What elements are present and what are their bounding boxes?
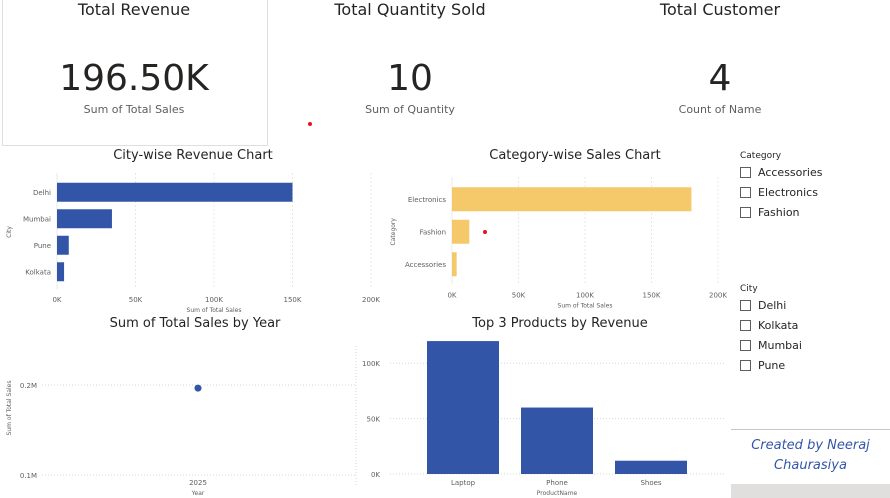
x-tick-label: 100K [205, 296, 223, 304]
checkbox[interactable] [740, 207, 751, 218]
y-tick-label: Delhi [33, 189, 51, 197]
checkbox[interactable] [740, 187, 751, 198]
y-axis-label: Sum of Total Sales [6, 381, 13, 436]
checkbox[interactable] [740, 167, 751, 178]
category-option-accessories[interactable]: Accessories [740, 166, 822, 179]
credit-line-1: Created by Neeraj [751, 438, 870, 453]
x-tick-label: 0K [447, 292, 456, 300]
y-tick-label: Mumbai [23, 215, 51, 223]
y-tick-label: Kolkata [25, 268, 51, 276]
bottom-strip [731, 484, 890, 498]
x-tick-label: 200K [362, 296, 380, 304]
red-dot-marker [483, 230, 487, 234]
x-axis-label: Year [191, 490, 205, 497]
bar-accessories [452, 252, 457, 277]
category-slicer-title: Category [740, 151, 782, 161]
x-tick-label: 150K [643, 292, 661, 300]
credit-divider [731, 429, 890, 430]
top-products-chart[interactable]: 100K 50K 0K Laptop Phone Shoes ProductName [360, 316, 730, 498]
category-option-fashion[interactable]: Fashion [740, 206, 800, 219]
year-sales-chart[interactable]: 0.2M 0.1M 2025 Year Sum of Total Sales [0, 316, 360, 498]
y-tick-label: Accessories [405, 261, 446, 269]
kpi-card-revenue: Total Revenue 196.50K Sum of Total Sales [2, 0, 266, 146]
credit-line-2: Chaurasiya [774, 458, 847, 473]
data-point-2025 [194, 384, 202, 392]
checkbox[interactable] [740, 300, 751, 311]
checkbox-label: Delhi [758, 299, 787, 312]
x-tick-label: 0K [52, 296, 61, 304]
kpi-card-revenue-border [2, 0, 268, 146]
kpi-card-quantity: Total Quantity Sold 10 Sum of Quantity [275, 0, 545, 146]
kpi-card-customers: Total Customer 4 Count of Name [585, 0, 855, 146]
city-slicer-title: City [740, 284, 758, 294]
bar-mumbai [57, 209, 112, 229]
x-tick-label: 50K [129, 296, 143, 304]
bar-delhi [57, 182, 293, 202]
checkbox[interactable] [740, 340, 751, 351]
city-option-kolkata[interactable]: Kolkata [740, 319, 798, 332]
x-axis-label: ProductName [537, 490, 578, 497]
kpi-title: Total Quantity Sold [334, 0, 486, 19]
checkbox[interactable] [740, 360, 751, 371]
red-dot-marker [308, 122, 312, 126]
city-revenue-chart[interactable]: 0K 50K 100K 150K 200K Delhi Mumbai Pune Kolkata S… [0, 148, 385, 314]
bar-electronics [452, 187, 692, 212]
bar-laptop [427, 341, 499, 474]
kpi-subtitle: Count of Name [678, 103, 762, 116]
bar-pune [57, 235, 69, 255]
kpi-value: 196.50K [59, 58, 209, 99]
x-tick-label: 150K [284, 296, 302, 304]
x-tick-label: Shoes [640, 479, 661, 487]
x-axis-label: Sum of Total Sales [187, 307, 242, 314]
x-tick-label: 2025 [189, 479, 207, 487]
y-tick-label: Pune [34, 242, 51, 250]
bar-shoes [615, 460, 687, 474]
y-axis-label: Category [390, 218, 397, 246]
bar-fashion [452, 219, 470, 244]
y-tick-label: 0.1M [20, 472, 37, 480]
year-chart-title: Sum of Total Sales by Year [109, 316, 281, 331]
checkbox-label: Electronics [758, 186, 818, 199]
kpi-value: 4 [708, 58, 732, 99]
category-option-electronics[interactable]: Electronics [740, 186, 818, 199]
bar-phone [521, 407, 593, 474]
x-tick-label: Phone [546, 479, 568, 487]
y-tick-label: Fashion [420, 228, 446, 236]
x-tick-label: 200K [709, 292, 727, 300]
y-tick-label: 50K [367, 416, 381, 424]
credit-box: Created by Neeraj Chaurasiya [731, 429, 890, 484]
category-sales-chart[interactable]: 0K 50K 100K 150K 200K Electronics Fashion Acces… [385, 148, 730, 314]
checkbox-label: Kolkata [758, 319, 799, 332]
x-tick-label: 100K [576, 292, 594, 300]
city-option-delhi[interactable]: Delhi [740, 299, 786, 312]
x-axis-label: Sum of Total Sales [558, 303, 613, 310]
x-tick-label: 50K [512, 292, 526, 300]
products-chart-title: Top 3 Products by Revenue [472, 316, 648, 331]
checkbox-label: Accessories [758, 166, 823, 179]
x-tick-label: Laptop [451, 479, 476, 487]
checkbox-label: Pune [758, 359, 786, 372]
kpi-subtitle: Sum of Total Sales [83, 103, 185, 116]
checkbox-label: Mumbai [758, 339, 802, 352]
kpi-title: Total Customer [659, 0, 781, 19]
city-option-mumbai[interactable]: Mumbai [740, 339, 802, 352]
y-tick-label: 0K [371, 471, 380, 479]
kpi-title: Total Revenue [77, 0, 191, 19]
city-option-pune[interactable]: Pune [740, 359, 785, 372]
y-tick-label: 100K [362, 360, 380, 368]
checkbox[interactable] [740, 320, 751, 331]
kpi-value: 10 [387, 58, 433, 99]
y-tick-label: Electronics [408, 196, 447, 204]
kpi-subtitle: Sum of Quantity [365, 103, 455, 116]
y-tick-label: 0.2M [20, 382, 37, 390]
y-axis-label: City [6, 226, 13, 238]
category-chart-title: Category-wise Sales Chart [489, 148, 661, 163]
bar-kolkata [57, 262, 65, 282]
city-chart-title: City-wise Revenue Chart [113, 148, 273, 163]
checkbox-label: Fashion [758, 206, 800, 219]
